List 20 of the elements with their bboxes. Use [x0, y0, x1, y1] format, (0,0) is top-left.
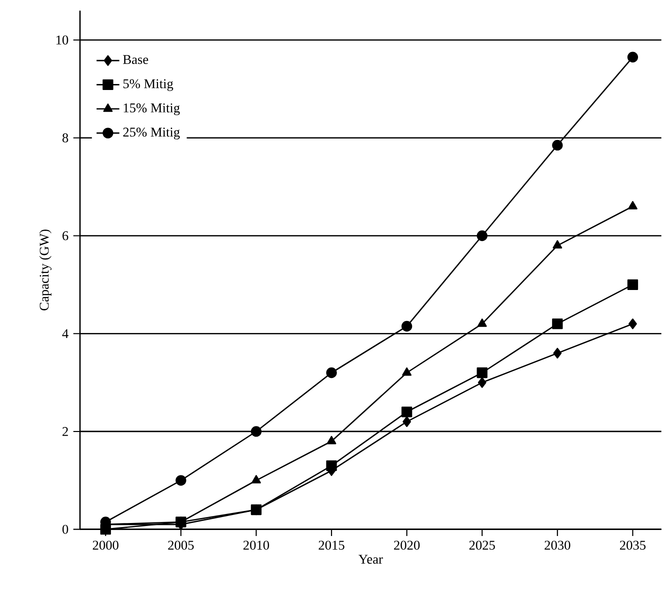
- y-tick-label: 8: [62, 133, 68, 142]
- legend-label: Base: [123, 55, 148, 64]
- y-axis-title: Capacity (GW): [39, 230, 52, 310]
- y-tick-label: 4: [62, 329, 68, 338]
- x-tick-label: 2015: [318, 540, 344, 550]
- x-tick-label: 2020: [394, 540, 420, 550]
- x-tick-label: 2010: [243, 540, 270, 550]
- legend-label: 25% Mitig: [123, 128, 180, 140]
- x-tick-label: 2005: [168, 540, 194, 550]
- y-tick-label: 0: [62, 524, 68, 534]
- y-tick-label: 6: [62, 231, 68, 240]
- legend-label: 15% Mitig: [124, 103, 180, 116]
- x-tick-label: 2030: [544, 540, 570, 550]
- x-tick-label: 2000: [92, 540, 118, 550]
- y-tick-label: 2: [62, 427, 68, 436]
- x-tick-label: 2025: [469, 540, 495, 550]
- y-tick-label: 10: [56, 36, 68, 45]
- legend-label: 5% Mitig: [123, 79, 174, 91]
- x-tick-label: 2035: [620, 540, 646, 550]
- x-axis-title: Year: [358, 554, 383, 564]
